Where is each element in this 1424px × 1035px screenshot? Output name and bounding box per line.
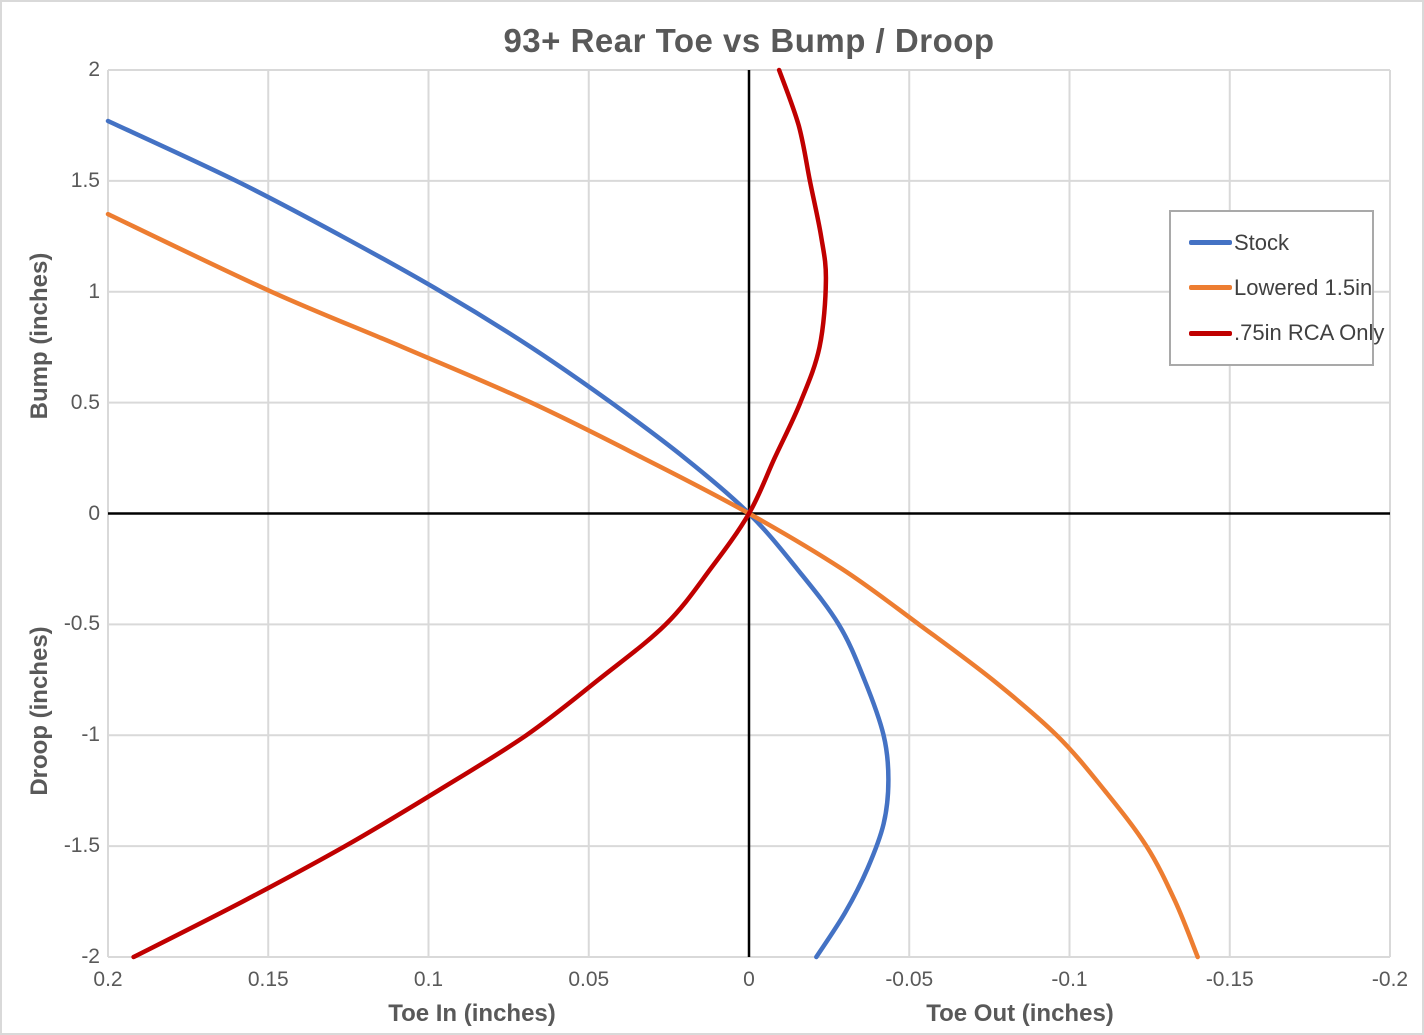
y-tick-label: 0 [88,501,100,525]
legend-item: Stock [1171,230,1372,256]
x-tick-label: -0.2 [1371,968,1409,991]
x-tick-label: 0.1 [413,968,444,991]
y-tick-label: 1.5 [70,168,100,192]
y-tick-label: 0.5 [70,390,100,414]
legend: Stock Lowered 1.5in .75in RCA Only [1169,210,1384,366]
legend-item: Lowered 1.5in [1171,275,1372,301]
x-tick-label: -0.05 [885,968,934,991]
series-line-stock [105,118,891,960]
x-tick-label: -0.1 [1051,968,1088,991]
x-tick-label: 0.2 [93,968,123,991]
x-tick-label: -0.15 [1205,968,1254,991]
legend-item: .75in RCA Only [1171,320,1384,346]
legend-label: Stock [1234,229,1290,255]
y-tick-label: -0.5 [63,612,100,636]
legend-line-swatch [1189,330,1232,336]
plot-area [105,67,1391,960]
x-tick-label: 0 [743,968,755,991]
y-tick-label: -1.5 [63,834,100,858]
legend-line-swatch [1189,285,1232,291]
legend-line-swatch [1189,240,1232,246]
y-tick-label: 2 [88,58,100,81]
x-tick-label: 0.15 [247,968,289,991]
y-tick-label: -1 [81,723,100,747]
x-tick-label: 0.05 [568,968,610,991]
series-line-lowered-1-5in [105,211,1200,960]
x-axis-title-toe-in: Toe In (inches) [388,1000,556,1027]
y-tick-label: -2 [81,945,100,968]
chart-title: 93+ Rear Toe vs Bump / Droop [503,22,995,59]
legend-label: .75in RCA Only [1234,320,1385,346]
series-line--75in-rca-only [131,67,829,960]
y-axis-title-droop: Droop (inches) [26,626,53,796]
y-tick-label: 1 [88,279,100,303]
legend-label: Lowered 1.5in [1234,274,1373,300]
y-axis-title-bump: Bump (inches) [26,252,53,420]
x-axis-title-toe-out: Toe Out (inches) [926,1000,1114,1027]
